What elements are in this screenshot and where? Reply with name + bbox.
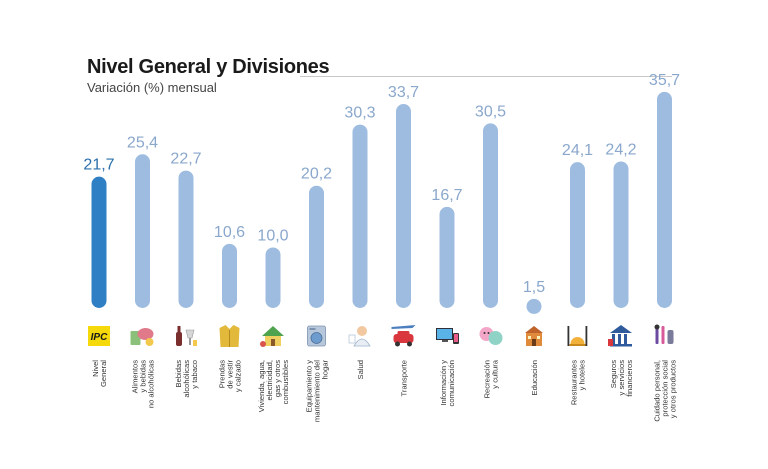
theater-masks-icon: [479, 327, 503, 345]
devices-icon: [436, 328, 459, 344]
bar-1: [135, 154, 150, 308]
category-label-9: Recreacióny cultura: [483, 359, 500, 398]
bar-2: [178, 170, 194, 308]
title-rule: [300, 76, 672, 77]
category-label-10: Educación: [530, 360, 539, 395]
category-label-6: Salud: [356, 360, 365, 379]
value-label-4: 10,0: [257, 227, 288, 244]
category-label-11: Restaurantesy hoteles: [570, 360, 587, 405]
value-label-10: 1,5: [523, 279, 545, 296]
category-label-8: Información ycomunicación: [439, 360, 456, 407]
bank-icon: [608, 325, 632, 347]
category-label-13: Cuidado personal,protección socialy otro…: [653, 360, 678, 422]
category-label-7: Transporte: [400, 360, 409, 396]
food-icon: [130, 328, 154, 346]
value-label-2: 22,7: [170, 151, 201, 168]
chart-subtitle: Variación (%) mensual: [87, 80, 217, 95]
bar-0: [91, 176, 107, 308]
value-label-8: 16,7: [431, 187, 462, 204]
value-label-12: 24,2: [605, 142, 636, 159]
house-icon: [260, 326, 284, 347]
value-label-11: 24,1: [562, 142, 593, 159]
washing-machine-icon: [307, 325, 326, 347]
school-icon: [525, 326, 543, 346]
ipc-logo-icon: IPC: [88, 326, 110, 346]
restaurant-icon: [567, 326, 588, 346]
bar-11: [570, 162, 585, 308]
bar-5: [309, 185, 324, 308]
category-label-3: Prendasde vestiry calzado: [218, 360, 243, 393]
bar-7: [396, 104, 411, 309]
category-label-4: Vivienda, agua,electricidad,gas y otrosc…: [257, 360, 290, 412]
value-label-13: 35,7: [649, 72, 680, 89]
bar-12: [613, 161, 629, 308]
personal-care-icon: [654, 324, 674, 344]
category-label-2: Bebidasalcohólicasy tabaco: [174, 360, 199, 398]
jacket-icon: [219, 325, 240, 347]
value-label-7: 33,7: [388, 84, 419, 101]
value-label-3: 10,6: [214, 224, 245, 241]
value-label-5: 20,2: [301, 166, 332, 183]
category-label-12: Segurosy serviciosfinancieros: [609, 360, 634, 397]
chart-title: Nivel General y Divisiones: [87, 56, 330, 78]
bar-9: [483, 123, 498, 308]
value-label-1: 25,4: [127, 134, 158, 151]
svg-text:IPC: IPC: [91, 332, 108, 343]
bar-4: [265, 247, 281, 308]
bar-3: [222, 243, 237, 308]
bar-13: [657, 91, 672, 308]
bar-10: [526, 298, 542, 314]
doctor-icon: [348, 326, 371, 347]
value-label-6: 30,3: [344, 105, 375, 122]
bar-6: [352, 124, 368, 309]
transport-icon: [391, 325, 416, 347]
category-label-5: Equipamiento ymantenimiento delhogar: [305, 360, 330, 423]
value-label-0: 21,7: [83, 157, 114, 174]
bar-8: [439, 206, 455, 308]
value-label-9: 30,5: [475, 103, 506, 120]
category-label-0: NivelGeneral: [91, 360, 108, 387]
category-label-1: Alimentosy bebidasno alcohólicas: [131, 360, 156, 408]
bottle-icon: [176, 326, 197, 346]
